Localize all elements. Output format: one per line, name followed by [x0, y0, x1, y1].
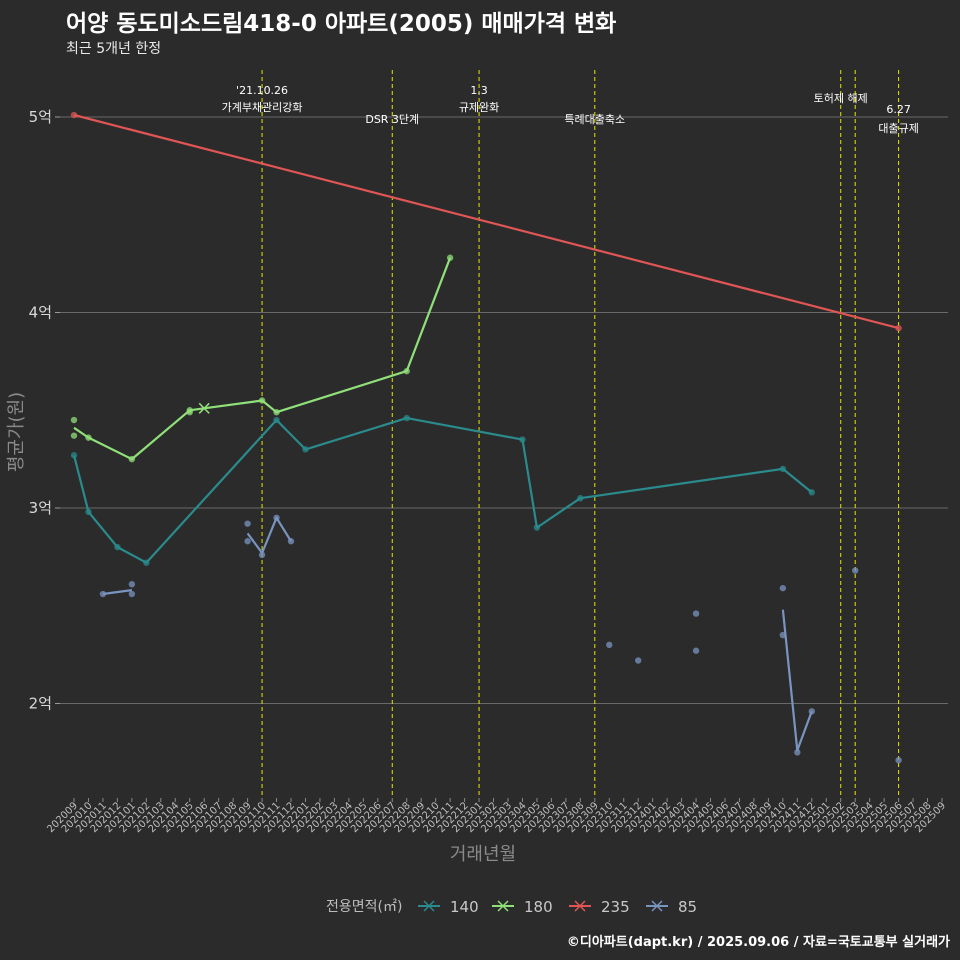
y-tick-label: 3억: [29, 499, 52, 517]
data-point-85: [128, 590, 136, 598]
data-point-180: [70, 416, 78, 424]
x-axis-ticks: 2020092020102020112020122021012021022021…: [45, 798, 948, 835]
data-point-180: [273, 409, 280, 416]
data-point-140: [577, 495, 584, 502]
data-point-180: [70, 432, 78, 439]
event-label: 1.3: [470, 84, 488, 97]
legend-marker-180: [497, 900, 509, 912]
legend-label-140: 140: [450, 898, 479, 916]
event-label: 대출규제: [878, 122, 918, 135]
data-point-140: [273, 416, 280, 424]
data-point-140: [302, 446, 309, 453]
data-point-85: [244, 538, 251, 545]
event-label: 규제완화: [459, 101, 499, 114]
y-axis-ticks: 2억 3억 4억 5억: [29, 108, 60, 713]
y-tick-label: 5억: [29, 108, 52, 126]
data-point-85: [244, 520, 251, 527]
data-point-85: [287, 538, 295, 545]
data-point-85: [606, 641, 613, 649]
legend-label-180: 180: [524, 898, 553, 916]
data-point-180: [85, 434, 92, 441]
data-point-85: [692, 610, 700, 617]
data-point-140: [85, 508, 92, 516]
data-point-85: [273, 514, 280, 521]
legend: 전용면적(㎡) 140 180 235 85: [326, 898, 697, 916]
data-point-140: [808, 489, 815, 496]
data-point-85: [779, 584, 787, 592]
data-point-85: [895, 756, 902, 764]
series-line-85: [781, 609, 813, 752]
data-point-180: [403, 367, 410, 375]
event-label: 가계부채관리강화: [222, 101, 303, 114]
legend-marker-140: [423, 900, 435, 912]
data-point-235: [895, 324, 902, 332]
data-point-140: [70, 452, 78, 459]
data-point-85: [99, 590, 107, 598]
data-point-180: [128, 455, 136, 463]
event-label: 토허제 해제: [814, 91, 868, 105]
data-point-85: [258, 551, 266, 559]
legend-label-85: 85: [678, 898, 697, 916]
y-tick-label: 4억: [29, 304, 52, 322]
footer-credit: ©디아파트(dapt.kr) / 2025.09.06 / 자료=국토교통부 실…: [566, 935, 950, 950]
data-point-180-cross: [198, 402, 210, 414]
event-label: DSR 3단계: [365, 113, 419, 126]
chart-subtitle: 최근 5개년 한정: [66, 41, 162, 57]
y-tick-label: 2억: [29, 695, 52, 713]
chart-title: 어양 동도미소드림418-0 아파트(2005) 매매가격 변화: [66, 11, 617, 37]
data-point-85: [852, 567, 859, 574]
legend-marker-235: [574, 900, 586, 912]
event-label: 특례대출축소: [564, 113, 625, 126]
event-label: '21.10.26: [236, 84, 288, 97]
legend-title: 전용면적(㎡): [326, 899, 402, 915]
y-axis-title: 평균가(원): [6, 392, 27, 472]
data-point-140: [403, 414, 410, 422]
data-point-85: [794, 749, 801, 756]
data-point-140: [143, 559, 150, 566]
data-point-140: [779, 465, 787, 473]
series-line-85: [102, 589, 133, 596]
series-line-85: [246, 516, 292, 555]
y-gridlines: [60, 116, 948, 704]
data-point-180: [186, 409, 193, 416]
series-lines: [72, 113, 899, 752]
legend-marker-85: [651, 900, 663, 912]
data-point-140: [519, 436, 526, 443]
series-line-140: [72, 417, 813, 564]
data-point-180: [258, 397, 266, 404]
data-point-85: [635, 657, 642, 664]
data-point-85: [692, 647, 700, 654]
data-point-180: [446, 254, 454, 261]
legend-label-235: 235: [601, 898, 630, 916]
data-point-140: [114, 543, 121, 551]
data-point-85: [779, 631, 787, 639]
event-label: 6.27: [886, 103, 911, 116]
x-axis-title: 거래년월: [450, 844, 516, 865]
data-point-140: [533, 524, 541, 531]
series-line-235: [73, 113, 899, 330]
series-points: [70, 111, 902, 764]
data-point-235: [70, 111, 78, 119]
data-point-85: [128, 581, 136, 588]
data-point-85: [808, 708, 815, 715]
